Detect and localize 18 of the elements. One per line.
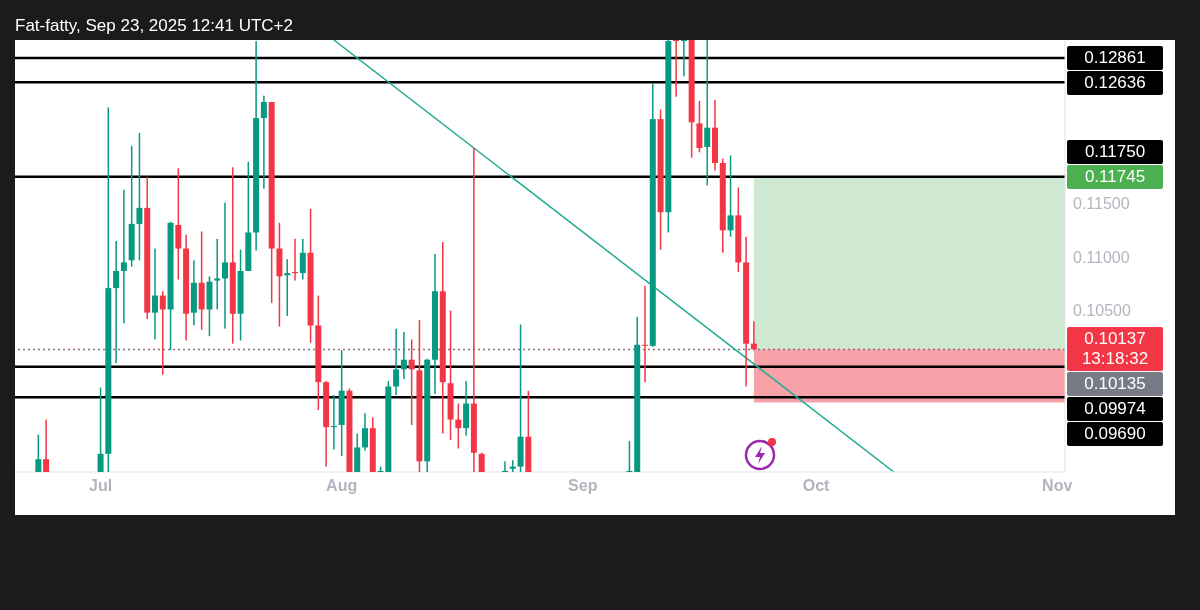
- x-tick-label: Jul: [88, 477, 113, 495]
- ref-line-label: 0.09974: [1084, 399, 1146, 420]
- band-label: 0.11745: [1084, 167, 1146, 188]
- y-tick-label: 0.11500: [1073, 195, 1130, 213]
- x-tick-label: Nov: [1042, 477, 1073, 495]
- ref-line-label: 0.10137: [1084, 329, 1146, 350]
- ref-line-label: 0.10135: [1084, 374, 1146, 395]
- x-tick-label: Sep: [568, 477, 598, 495]
- y-tick-label: 0.10500: [1073, 302, 1131, 320]
- ref-line-label: 0.09690: [1084, 424, 1146, 445]
- y-tick-label: 0.11000: [1073, 248, 1130, 266]
- chart-title: Fat-fatty, Sep 23, 2025 12:41 UTC+2: [15, 16, 293, 36]
- ref-line-label: 0.12861: [1084, 48, 1146, 69]
- ref-line-label: 0.11750: [1084, 142, 1146, 163]
- x-tick-label: Oct: [802, 477, 831, 495]
- text: 13:18:32: [1081, 349, 1149, 370]
- x-tick-label: Aug: [326, 477, 358, 495]
- ref-line-label: 0.12636: [1084, 73, 1146, 94]
